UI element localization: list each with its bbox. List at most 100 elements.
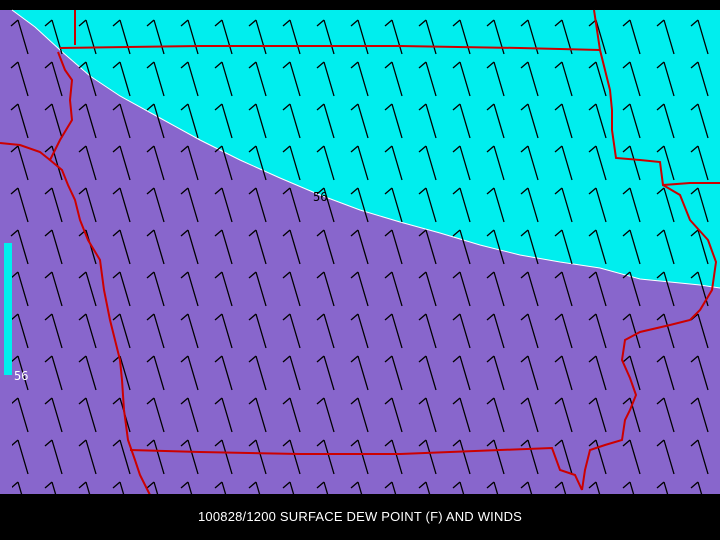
wind-barb-staff (85, 439, 97, 475)
wind-barb-feather (622, 439, 631, 447)
wind-barb-feather (350, 187, 359, 195)
wind-barb-feather (316, 439, 325, 447)
wind-barb-feather (282, 19, 291, 27)
wind-barb-staff (527, 313, 539, 349)
wind-barb-staff (425, 61, 437, 97)
wind-barb-staff (187, 103, 199, 139)
wind-barb-feather (452, 271, 461, 279)
wind-barb-staff (255, 103, 267, 139)
wind-barb-staff (663, 19, 675, 55)
wind-barb-staff (629, 61, 641, 97)
wind-barb-staff (323, 271, 335, 307)
wind-barb-staff (629, 271, 641, 307)
wind-barb-staff (629, 229, 641, 265)
wind-barb-staff (391, 187, 403, 223)
wind-barb-staff (357, 61, 369, 97)
wind-barb-feather (656, 355, 665, 363)
wind-barb-staff (17, 397, 29, 433)
wind-barb-feather (350, 61, 359, 69)
wind-barb-staff (595, 19, 607, 55)
wind-barb-feather (214, 439, 223, 447)
wind-barb-staff (187, 187, 199, 223)
wind-barb-feather (622, 313, 631, 321)
wind-barb-staff (119, 481, 125, 495)
wind-barb-feather (588, 103, 597, 111)
wind-barb-feather (486, 145, 495, 153)
wind-barb-staff (357, 481, 363, 495)
wind-barb-staff (153, 355, 165, 391)
wind-barb-staff (187, 355, 199, 391)
wind-barb-staff (391, 397, 403, 433)
wind-barb-feather (384, 229, 393, 237)
wind-barb-feather (316, 103, 325, 111)
wind-barb-staff (357, 271, 369, 307)
wind-barb-staff (697, 481, 703, 495)
wind-barb-feather (622, 355, 631, 363)
wind-barb-staff (51, 103, 63, 139)
wind-barb-feather (486, 355, 495, 363)
wind-barb-feather (350, 103, 359, 111)
wind-barb-feather (350, 271, 359, 279)
wind-barb-staff (289, 19, 301, 55)
wind-barb-feather (384, 397, 393, 405)
wind-barb-staff (119, 229, 131, 265)
wind-barb-staff (187, 229, 199, 265)
wind-barb-staff (255, 19, 267, 55)
wind-barb-feather (214, 187, 223, 195)
wind-barb-staff (255, 355, 267, 391)
wind-barb-staff (119, 355, 131, 391)
wind-barb-feather (690, 481, 699, 489)
wind-barb-staff (697, 229, 709, 265)
wind-barb-feather (316, 187, 325, 195)
wind-barb-staff (459, 19, 471, 55)
wind-barb-feather (316, 271, 325, 279)
wind-barb-staff (357, 397, 369, 433)
wind-barb-feather (418, 103, 427, 111)
wind-barb-feather (520, 481, 529, 489)
wind-barb-feather (282, 229, 291, 237)
wind-barb-staff (51, 355, 63, 391)
wind-barb-staff (221, 61, 233, 97)
wind-barb-staff (289, 61, 301, 97)
wind-barb-staff (153, 313, 165, 349)
wind-barb-feather (656, 397, 665, 405)
wind-barb-staff (289, 103, 301, 139)
wind-barb-staff (425, 439, 437, 475)
wind-barb-staff (17, 61, 29, 97)
wind-barb-feather (384, 145, 393, 153)
wind-barb-feather (554, 481, 563, 489)
wind-barb-staff (697, 19, 709, 55)
wind-barb-feather (248, 481, 257, 489)
wind-barb-feather (146, 61, 155, 69)
wind-barb-staff (493, 145, 505, 181)
wind-barb-feather (112, 229, 121, 237)
wind-barb-staff (595, 271, 607, 307)
wind-barb-staff (595, 397, 607, 433)
wind-barb-feather (350, 145, 359, 153)
wind-barb-feather (10, 439, 19, 447)
wind-barb-feather (656, 103, 665, 111)
wind-barb-feather (248, 61, 257, 69)
wind-barb-feather (656, 313, 665, 321)
wind-barb-staff (561, 187, 573, 223)
wind-barb-feather (10, 355, 19, 363)
wind-barb-staff (85, 271, 97, 307)
wind-barb-staff (493, 481, 499, 495)
wind-barb-feather (384, 481, 393, 489)
wind-barb-feather (248, 19, 257, 27)
wind-barb-feather (146, 19, 155, 27)
wind-barb-staff (119, 187, 131, 223)
wind-barb-staff (357, 313, 369, 349)
wind-barb-staff (323, 397, 335, 433)
wind-barb-staff (323, 61, 335, 97)
wind-barb-staff (17, 19, 29, 55)
wind-barb-feather (520, 313, 529, 321)
wind-barb-staff (527, 271, 539, 307)
wind-barb-feather (78, 103, 87, 111)
wind-barb-feather (214, 61, 223, 69)
wind-barb-feather (214, 271, 223, 279)
wind-barb-staff (493, 187, 505, 223)
wind-barb-feather (418, 61, 427, 69)
wind-barb-feather (44, 103, 53, 111)
